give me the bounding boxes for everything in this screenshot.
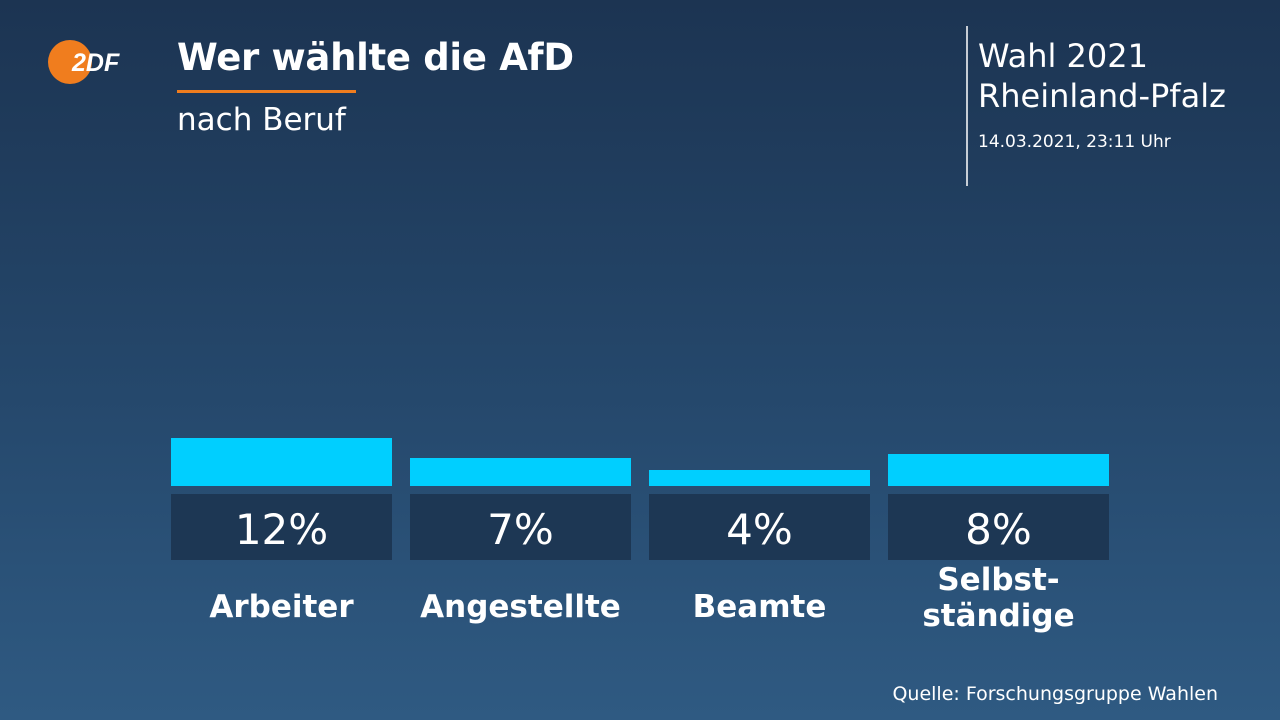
page-title: Wer wählte die AfD bbox=[177, 36, 574, 79]
value-box-1 bbox=[171, 494, 392, 560]
category-label-3: Beamte bbox=[693, 589, 827, 625]
election-year: Wahl 2021 bbox=[978, 37, 1148, 75]
page-subtitle: nach Beruf bbox=[177, 102, 346, 138]
zdf-logo-icon: 2DF bbox=[48, 40, 120, 84]
source-credit: Quelle: Forschungsgruppe Wahlen bbox=[892, 683, 1218, 705]
timestamp: 14.03.2021, 23:11 Uhr bbox=[978, 132, 1171, 152]
value-label-2: 7% bbox=[487, 505, 554, 554]
value-label-3: 4% bbox=[726, 505, 793, 554]
category-label-1: Arbeiter bbox=[209, 589, 354, 625]
election-region: Rheinland-Pfalz bbox=[978, 77, 1226, 115]
bar-4 bbox=[888, 454, 1109, 486]
category-label-4: Selbst-ständige bbox=[922, 562, 1074, 634]
value-box-2 bbox=[410, 494, 631, 560]
bar-2 bbox=[410, 458, 631, 486]
bar-1 bbox=[171, 438, 392, 486]
category-label-2: Angestellte bbox=[420, 589, 621, 625]
bar-3 bbox=[649, 470, 870, 486]
value-box-3 bbox=[649, 494, 870, 560]
election-info: Wahl 2021 Rheinland-Pfalz bbox=[978, 36, 1226, 116]
title-underline bbox=[177, 90, 356, 93]
value-label-4: 8% bbox=[965, 505, 1032, 554]
value-box-4 bbox=[888, 494, 1109, 560]
header-divider bbox=[966, 26, 968, 186]
value-label-1: 12% bbox=[235, 505, 328, 554]
logo-text: 2DF bbox=[71, 49, 120, 77]
